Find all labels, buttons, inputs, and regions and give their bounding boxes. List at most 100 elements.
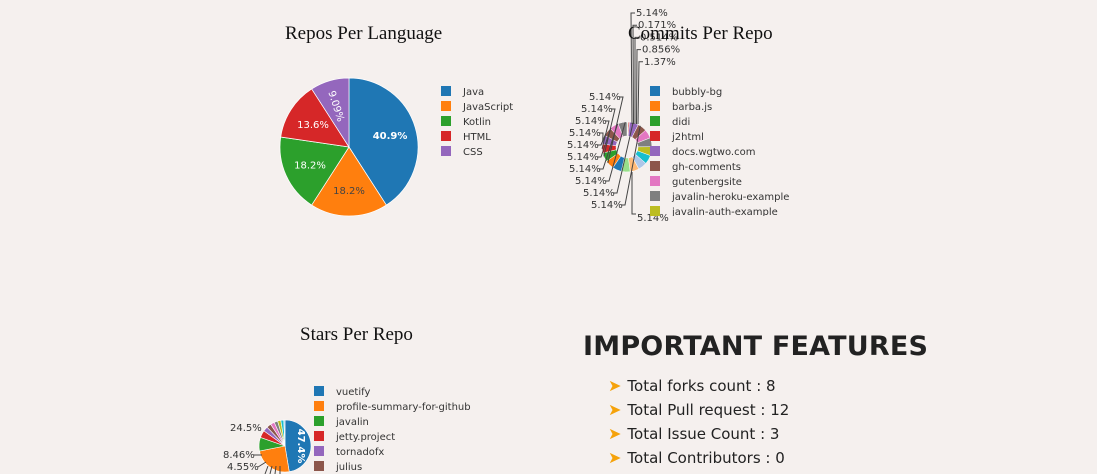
commits-legend-swatch (650, 191, 660, 201)
commits-slice-label: 5.14% (575, 116, 607, 127)
stars-slice (283, 419, 286, 447)
commits-slice-label: 5.14% (569, 164, 601, 175)
commits-legend-swatch (650, 161, 660, 171)
commits-legend-label: javalin-auth-example (671, 207, 778, 218)
languages-slice-label: 18.2% (333, 186, 365, 197)
stars-callout-line (264, 465, 269, 474)
commits-callout-line (601, 120, 610, 149)
stars-legend-swatch (314, 461, 324, 471)
commits-legend-swatch (650, 146, 660, 156)
feature-text: Total Issue Count : 3 (627, 425, 780, 443)
stars-callout-line (257, 461, 267, 468)
commits-callout-line (630, 12, 635, 125)
commits-slice-label: 5.14% (567, 152, 599, 163)
commits-callout-line (613, 122, 634, 194)
commits-legend-label: docs.wgtwo.com (672, 147, 755, 158)
commits-callout-line (636, 49, 641, 125)
feature-text: Total Pull request : 12 (627, 401, 790, 419)
stars-callout-line (274, 465, 277, 474)
commits-legend-label: barba.js (672, 102, 712, 113)
commits-legend-label: gutenbergsite (672, 177, 742, 188)
languages-slice (311, 77, 350, 149)
commits-callout-line (634, 36, 639, 124)
feature-item: ➤ Total Pull request : 12 (608, 398, 928, 422)
arrow-icon: ➤ (608, 376, 622, 395)
languages-legend-label: Kotlin (463, 117, 491, 128)
feature-item: ➤ Total forks count : 8 (608, 374, 928, 398)
arrow-icon: ➤ (608, 424, 622, 443)
commits-callout-line (631, 172, 636, 215)
commits-slice-label: 5.14% (567, 140, 599, 151)
stars-slice (284, 419, 312, 472)
commits-legend-label: gh-comments (672, 162, 741, 173)
commits-legend-label: javalin-heroku-example (671, 192, 789, 203)
stars-legend-swatch (314, 416, 324, 426)
commits-slice-label: 0.171% (638, 20, 676, 31)
commits-legend-swatch (650, 116, 660, 126)
languages-chart-title: Repos Per Language (285, 23, 443, 44)
languages-legend-swatch (441, 116, 451, 126)
languages-legend-swatch (441, 131, 451, 141)
commits-callout-line (599, 132, 604, 141)
commits-legend: bubbly-bg barba.js didi j2html docs.wgtwo.co… (650, 86, 789, 218)
feature-item: ➤ Total Issue Count : 3 (608, 422, 928, 446)
commits-slice-label: 5.14% (636, 8, 668, 19)
stars-legend-swatch (314, 401, 324, 411)
features-heading: IMPORTANT FEATURES (583, 331, 929, 362)
arrow-icon: ➤ (608, 400, 622, 419)
languages-legend-label: JavaScript (462, 102, 513, 113)
stars-callout-line (269, 465, 273, 474)
languages-slice (279, 136, 350, 206)
commits-slice-label: 5.14% (583, 188, 615, 199)
languages-slice (311, 146, 387, 217)
feature-item: ➤ Total Contributors : 0 (608, 446, 928, 470)
commits-callout-line (621, 125, 641, 206)
stars-legend-swatch (314, 446, 324, 456)
commits-slice-label: 0.856% (642, 45, 680, 56)
commits-legend-swatch (650, 131, 660, 141)
stars-slice (259, 445, 290, 473)
languages-legend-swatch (441, 146, 451, 156)
languages-legend-label: HTML (463, 132, 491, 143)
commits-slice-label: 5.14% (581, 104, 613, 115)
commits-callout-line (607, 96, 624, 164)
stars-legend-label: javalin (335, 417, 369, 428)
commits-slice-label: 5.14% (637, 213, 669, 224)
features-list: ➤ Total forks count : 8 ➤ Total Pull reques… (583, 374, 928, 470)
commits-slice-label: 1.37% (644, 57, 676, 68)
stars-chart-title: Stars Per Repo (300, 324, 413, 345)
commits-callout-line (603, 108, 616, 157)
feature-text: Total forks count : 8 (627, 377, 776, 395)
languages-legend-label: Java (462, 87, 484, 98)
languages-slice-label: 40.9% (373, 131, 408, 142)
stars-slice-label: 47.4% (295, 429, 306, 464)
commits-callout-line (605, 121, 626, 182)
commits-legend-swatch (650, 176, 660, 186)
commits-legend-swatch (650, 86, 660, 96)
stars-legend-swatch (314, 386, 324, 396)
stars-legend-label: profile-summary-for-github (336, 402, 471, 413)
feature-text: Total Contributors : 0 (627, 449, 785, 467)
commits-slice-label: 5.14% (569, 128, 601, 139)
commits-slice-label: 5.14% (591, 200, 623, 211)
commits-legend-label: bubbly-bg (672, 87, 722, 98)
commits-slice (617, 121, 628, 138)
commits-legend-swatch (650, 101, 660, 111)
languages-legend-swatch (441, 86, 451, 96)
stars-slice-label: 24.5% (230, 423, 262, 434)
languages-legend-label: CSS (463, 147, 483, 158)
commits-chart-title: Commits Per Repo (628, 23, 773, 44)
commits-callout-line (637, 61, 643, 125)
commits-slice-label: 5.14% (589, 92, 621, 103)
commits-callout-line (597, 127, 612, 158)
commits-legend-label: didi (672, 117, 690, 128)
languages-slice (280, 88, 350, 148)
languages-slice-label: 13.6% (297, 120, 329, 131)
stars-legend-label: vuetify (336, 387, 370, 398)
commits-callout-line (599, 123, 619, 170)
commits-slice-label: 0.514% (640, 32, 678, 43)
stars-slice-label: 4.55% (227, 462, 259, 473)
languages-slice-label: 18.2% (294, 161, 326, 172)
commits-callout-line (632, 24, 637, 125)
